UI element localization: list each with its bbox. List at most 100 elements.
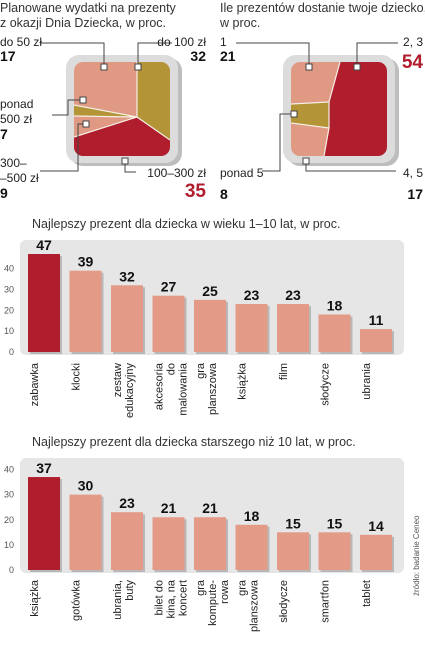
bar bbox=[152, 295, 185, 352]
y-tick-label: 20 bbox=[4, 515, 14, 525]
bar-value-label: 27 bbox=[161, 279, 177, 295]
category-label: słodycze bbox=[278, 580, 290, 623]
category-label: smartfon bbox=[320, 580, 332, 623]
bar-value-label: 23 bbox=[285, 287, 301, 303]
y-tick-label: 20 bbox=[4, 305, 14, 315]
bar bbox=[194, 299, 226, 352]
y-tick-label: 30 bbox=[4, 490, 14, 500]
category-label: gra bbox=[195, 362, 207, 379]
pie1-value-do-50: 17 bbox=[0, 48, 16, 64]
bar bbox=[277, 304, 309, 352]
pie2-slice-4-5 bbox=[291, 123, 329, 156]
bar-chart-age-over-10: Najlepszy prezent dla dziecka starszego … bbox=[4, 435, 404, 632]
category-label: książka bbox=[237, 362, 249, 400]
pie1-label-do-100: do 100 zł bbox=[157, 35, 206, 49]
pie2-title-line-1: Ile prezentów dostanie twoje dziecko, bbox=[220, 1, 425, 15]
bar bbox=[152, 517, 185, 570]
bar bbox=[318, 314, 351, 352]
bar-value-label: 21 bbox=[202, 500, 218, 516]
bar-value-label: 23 bbox=[244, 287, 260, 303]
bar-value-label: 39 bbox=[78, 254, 94, 270]
pie2-label-2-3: 2, 3 bbox=[403, 35, 423, 49]
pie2-value-1: 21 bbox=[220, 48, 236, 64]
bar-chart-age-1-10: Najlepszy prezent dla dziecka w wieku 1–… bbox=[4, 217, 404, 418]
pie1-slice-do-100 bbox=[137, 62, 170, 140]
category-label: tablet bbox=[361, 580, 373, 607]
category-label: kompute- bbox=[207, 580, 219, 626]
pie2-label-1: 1 bbox=[220, 35, 227, 49]
pie2-label-4-5: 4, 5 bbox=[403, 166, 423, 180]
bar-value-label: 18 bbox=[327, 297, 343, 313]
pie1-label-300-500-line-2: –500 zł bbox=[0, 171, 39, 185]
bar bbox=[69, 270, 102, 352]
y-tick-label: 40 bbox=[4, 465, 14, 475]
category-label: do bbox=[166, 363, 178, 375]
y-tick-label: 30 bbox=[4, 284, 14, 294]
pie-chart-gift-count: Ile prezentów dostanie twoje dziecko, w … bbox=[219, 1, 425, 202]
pie1-slice-do-50 bbox=[74, 62, 137, 117]
pie1-value-ponad-500: 7 bbox=[0, 126, 8, 142]
category-label: malowania bbox=[178, 362, 190, 415]
category-label: gra bbox=[237, 579, 249, 596]
bar-value-label: 15 bbox=[327, 515, 343, 531]
category-label: planszowa bbox=[207, 362, 219, 415]
pie1-title-line-2: z okazji Dnia Dziecka, w proc. bbox=[0, 16, 166, 30]
category-label: planszowa bbox=[249, 579, 261, 632]
bar bbox=[360, 534, 392, 570]
bar2-title: Najlepszy prezent dla dziecka starszego … bbox=[32, 435, 356, 449]
category-label: książka bbox=[29, 579, 41, 617]
bar-value-label: 25 bbox=[202, 283, 218, 299]
category-label: akcesoria bbox=[154, 362, 166, 410]
bar-value-label: 21 bbox=[161, 500, 177, 516]
category-label: ubrania, bbox=[112, 580, 124, 620]
category-label: zestaw bbox=[112, 363, 124, 397]
y-tick-label: 0 bbox=[9, 565, 14, 575]
bar bbox=[235, 304, 268, 352]
pie2-label-ponad-5: ponad 5 bbox=[220, 166, 264, 180]
bar bbox=[28, 477, 60, 570]
bar-value-label: 37 bbox=[36, 460, 52, 476]
bar bbox=[194, 517, 226, 570]
bar bbox=[360, 329, 392, 352]
bar-value-label: 18 bbox=[244, 508, 260, 524]
bar1-title: Najlepszy prezent dla dziecka w wieku 1–… bbox=[32, 217, 340, 231]
pie1-value-100-300: 35 bbox=[185, 181, 207, 202]
category-label: klocki bbox=[71, 363, 83, 391]
bar bbox=[28, 254, 60, 352]
category-label: zabawka bbox=[29, 362, 41, 406]
pie2-slice-ponad-5 bbox=[291, 102, 329, 128]
y-tick-label: 0 bbox=[9, 347, 14, 357]
bar-value-label: 14 bbox=[368, 518, 384, 534]
bar-value-label: 32 bbox=[119, 268, 135, 284]
bar-value-label: 30 bbox=[78, 478, 94, 494]
bar bbox=[235, 524, 268, 570]
bar-value-label: 11 bbox=[369, 312, 384, 328]
category-label: bilet do bbox=[154, 580, 166, 615]
category-label: gra bbox=[195, 579, 207, 596]
bar bbox=[277, 532, 309, 570]
pie1-title-line-1: Planowane wydatki na prezenty bbox=[0, 1, 177, 15]
pie2-title-line-2: w proc. bbox=[219, 16, 260, 30]
pie-chart-spending: Planowane wydatki na prezenty z okazji D… bbox=[0, 1, 206, 202]
pie1-label-100-300: 100–300 zł bbox=[147, 166, 206, 180]
y-tick-label: 40 bbox=[4, 264, 14, 274]
pie1-value-300-500: 9 bbox=[0, 185, 8, 201]
source-note: źródło: badanie Ceneo bbox=[412, 515, 421, 596]
pie1-label-ponad-500-line-1: ponad bbox=[0, 97, 33, 111]
category-label: koncert bbox=[178, 580, 190, 616]
category-label: ubrania bbox=[361, 362, 373, 400]
category-label: edukacyjny bbox=[124, 363, 136, 419]
bar-value-label: 23 bbox=[119, 495, 135, 511]
pie2-slice-2-3 bbox=[324, 62, 387, 156]
pie1-slice-100-300 bbox=[74, 117, 170, 156]
pie2-slice-1 bbox=[291, 62, 340, 104]
pie1-label-300-500-line-1: 300– bbox=[0, 156, 27, 170]
category-label: kina, na bbox=[166, 579, 178, 618]
category-label: gotówka bbox=[71, 579, 83, 621]
pie1-label-do-50: do 50 zł bbox=[0, 35, 42, 49]
bar-value-label: 15 bbox=[285, 515, 301, 531]
category-label: słodycze bbox=[320, 363, 332, 406]
pie1-label-ponad-500-line-2: 500 zł bbox=[0, 112, 32, 126]
bar bbox=[318, 532, 351, 570]
